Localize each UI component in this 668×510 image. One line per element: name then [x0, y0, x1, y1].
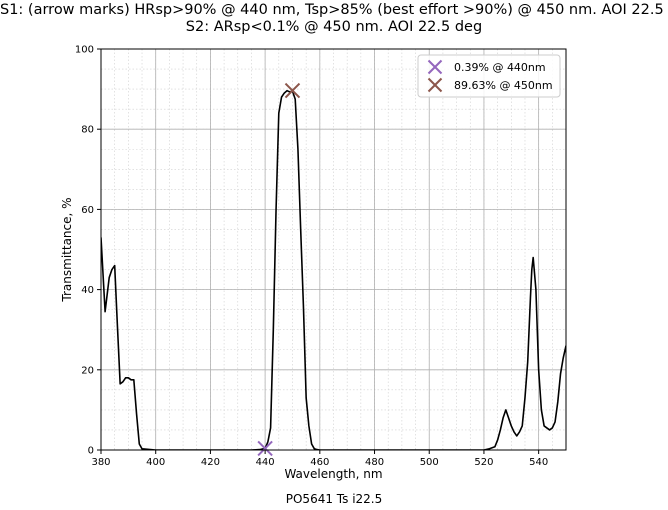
marker-stroke-b [427, 59, 443, 75]
y-tick-label: 100 [75, 45, 94, 56]
plot-frame [100, 48, 567, 451]
y-tick-label: 0 [88, 446, 94, 457]
transmittance-line [101, 89, 566, 450]
legend-marker-1 [427, 77, 443, 93]
chart-title-line-2: S2: ARsp<0.1% @ 450 nm. AOI 22.5 deg [185, 19, 483, 35]
y-tick-label: 40 [81, 285, 94, 296]
x-axis-label: Wavelength, nm [284, 467, 382, 481]
data-layer [101, 82, 566, 457]
x-tick-label: 500 [420, 457, 439, 468]
figure-caption: PO5641 Ts i22.5 [285, 492, 383, 506]
chart-title-line-1: S1: (arrow marks) HRsp>90% @ 440 nm, Tsp… [0, 2, 668, 18]
legend-label-0: 0.39% @ 440nm [454, 61, 546, 74]
marker-stroke-b [284, 82, 301, 99]
x-tick-label: 520 [474, 457, 493, 468]
y-tick-label: 80 [81, 125, 94, 136]
x-tick-label: 380 [91, 457, 110, 468]
marker-stroke-b [257, 440, 273, 457]
x-tick-label: 420 [201, 457, 220, 468]
legend-marker-0 [427, 59, 443, 75]
x-tick-label: 480 [365, 457, 384, 468]
marker-stroke-b [427, 77, 443, 93]
x-tick-label: 540 [529, 457, 548, 468]
legend-label-1: 89.63% @ 450nm [454, 79, 553, 92]
marker-1 [284, 82, 301, 99]
legend: 0.39% @ 440nm 89.63% @ 450nm [417, 54, 561, 98]
major-grid [100, 48, 566, 451]
x-tick-label: 400 [146, 457, 165, 468]
y-axis-label: Transmittance, % [60, 197, 74, 302]
x-tick-label: 460 [310, 457, 329, 468]
y-tick-label: 20 [81, 365, 94, 376]
y-tick-label: 60 [81, 205, 94, 216]
legend-box [417, 54, 561, 98]
marker-0 [257, 440, 273, 457]
x-tick-label: 440 [256, 457, 275, 468]
axis-ticks: 380 400 420 440 460 480 500 520 540 0 20 40 60 80 100 [75, 45, 548, 469]
